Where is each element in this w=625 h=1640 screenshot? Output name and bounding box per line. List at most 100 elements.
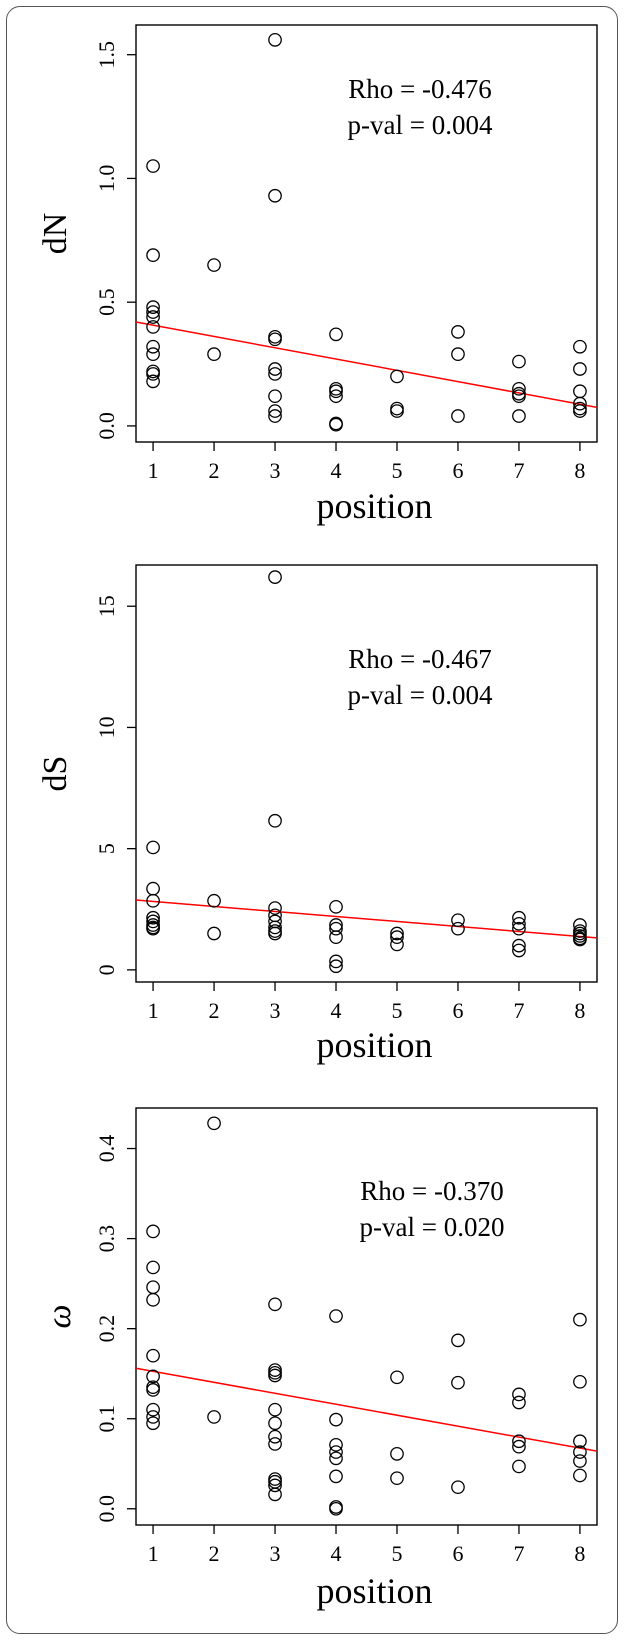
data-point [512,916,526,931]
y-tick-label: 15 [94,595,119,617]
data-point [451,325,465,339]
data-point [268,1365,282,1380]
data-point [573,362,587,376]
data-point [146,1292,160,1307]
y-tick-label: 10 [94,716,119,738]
x-axis-title: position [316,486,432,526]
data-point [329,930,343,944]
data-point [390,937,404,952]
data-point [573,384,587,399]
data-point [573,1468,587,1483]
data-point [451,921,465,936]
y-tick-label: 0.5 [94,288,119,316]
data-point [512,1459,526,1474]
x-tick-label: 5 [391,458,402,483]
x-axis-title: position [316,1025,432,1065]
data-point [146,305,160,319]
data-point [573,932,587,947]
regression-line [135,1367,598,1452]
x-tick-label: 6 [452,458,463,483]
data-point [268,901,282,915]
data-point [268,367,282,381]
x-tick-label: 3 [270,458,281,483]
data-point [573,1312,587,1327]
figure-frame [6,6,618,1634]
y-tick-label: 0.3 [94,1225,119,1253]
x-tick-label: 8 [574,458,585,483]
data-point [268,1437,282,1451]
data-point [146,1402,160,1417]
data-point [329,417,343,432]
x-tick-label: 8 [574,1541,585,1566]
panel--3: 1 2 3 4 5 6 7 8 0.0 0.1 0.2 0.3 0.4 Rho = -0.370 p-val… [41,1107,598,1611]
data-point [268,1478,282,1493]
data-point [573,339,587,354]
rho-annotation: Rho = -0.476 [348,74,491,104]
x-tick-label: 5 [391,998,402,1023]
x-tick-label: 6 [452,1541,463,1566]
data-point [512,938,526,953]
data-point [512,381,526,396]
data-point [268,1297,282,1312]
y-axis-title: ω [41,1304,78,1328]
pval-annotation: p-val = 0.004 [348,680,493,710]
data-point [390,930,404,944]
data-point [146,1280,160,1295]
y-axis-title: dN [37,213,74,255]
data-point [146,881,160,896]
y-tick-label: 0.2 [94,1315,119,1343]
data-point [268,32,282,47]
y-tick-label: 0.1 [94,1405,119,1433]
data-point [573,1445,587,1459]
data-point [146,1260,160,1275]
y-tick-label: 1.0 [94,165,119,193]
data-point [573,1434,587,1449]
data-point [146,248,160,263]
data-point [512,943,526,958]
data-point [451,1375,465,1390]
data-point [268,1416,282,1431]
data-point [573,1374,587,1389]
x-tick-label: 1 [148,998,159,1023]
x-tick-label: 4 [331,458,342,483]
x-tick-label: 7 [513,458,524,483]
data-point [451,347,465,361]
x-tick-label: 2 [209,458,220,483]
data-point [390,1446,404,1461]
data-point [146,339,160,354]
data-point [207,926,221,941]
data-point [268,404,282,418]
data-point [268,1402,282,1417]
data-point [512,409,526,423]
x-tick-label: 1 [148,1541,159,1566]
data-point [146,893,160,908]
data-point [451,1480,465,1495]
data-point [268,389,282,404]
data-point [451,913,465,928]
pval-annotation: p-val = 0.004 [348,110,493,140]
data-point [146,300,160,314]
data-point [512,1439,526,1454]
data-point [268,332,282,347]
data-point [329,389,343,404]
data-point [207,893,221,908]
plot-area-border [135,1107,598,1526]
data-point [512,1434,526,1449]
data-point [268,1429,282,1444]
x-tick-label: 3 [270,1541,281,1566]
data-point [573,918,587,932]
data-point [329,384,343,399]
data-point [451,1333,465,1348]
data-point [390,369,404,384]
x-tick-label: 4 [331,998,342,1023]
data-point [146,914,160,929]
data-point [146,1369,160,1384]
regression-line [135,321,598,409]
data-point [146,347,160,361]
y-tick-label: 5 [94,843,119,854]
data-point [268,188,282,203]
data-point [512,1395,526,1410]
x-tick-label: 2 [209,1541,220,1566]
data-point [512,354,526,369]
